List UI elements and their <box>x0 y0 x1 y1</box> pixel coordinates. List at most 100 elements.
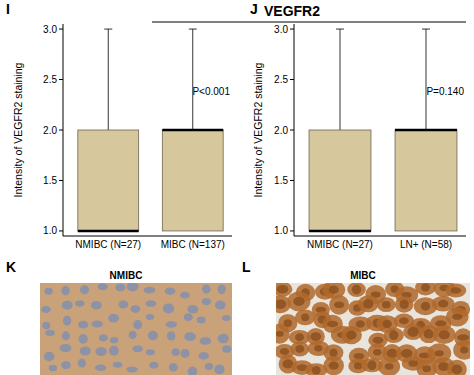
panel-letter: L <box>242 259 251 275</box>
nucleus <box>110 337 118 343</box>
nucleus <box>184 313 193 321</box>
nucleus <box>276 331 284 337</box>
nucleus <box>407 327 418 337</box>
nucleus <box>421 302 430 311</box>
nucleus <box>373 349 381 355</box>
cell <box>276 283 292 297</box>
box-chart: IIntensity of VEGFR2 staining1.01.52.02.… <box>6 1 232 250</box>
cell <box>453 340 470 360</box>
y-tick-label: 1.5 <box>43 175 57 186</box>
nucleus <box>62 301 73 310</box>
nucleus <box>329 286 339 294</box>
nucleus <box>422 365 431 372</box>
nucleus <box>172 348 180 356</box>
panel-letter: J <box>250 1 258 17</box>
cell <box>323 356 344 375</box>
box-chart: JIntensity of VEGFR2 staining1.01.52.02.… <box>250 1 466 250</box>
whisker-high <box>340 29 341 130</box>
nucleus <box>146 314 154 320</box>
nucleus <box>199 352 209 360</box>
y-tick-label: 2.0 <box>274 125 288 136</box>
nucleus <box>329 362 339 370</box>
micrograph <box>276 283 470 375</box>
nucleus <box>200 337 212 345</box>
y-tick-label: 1.0 <box>43 225 57 236</box>
y-tick <box>290 130 294 131</box>
nucleus <box>149 362 158 369</box>
nucleus <box>346 331 356 340</box>
box <box>395 130 457 231</box>
figure: VEGFR2IIntensity of VEGFR2 staining1.01.… <box>0 0 474 375</box>
nucleus <box>113 362 123 368</box>
whisker-cap-high <box>336 29 344 30</box>
plot-area <box>309 29 457 231</box>
nucleus <box>80 285 89 294</box>
y-tick <box>59 230 63 231</box>
cell <box>433 326 456 345</box>
plot-area <box>78 29 223 231</box>
nucleus <box>314 345 322 352</box>
nucleus <box>452 365 463 375</box>
nucleus <box>385 363 394 370</box>
nucleus <box>75 300 85 306</box>
whisker-cap-high <box>422 29 430 30</box>
nucleus <box>363 299 373 309</box>
cell <box>347 283 366 297</box>
cell <box>287 291 310 311</box>
nucleus <box>99 334 108 341</box>
y-tick <box>290 180 294 181</box>
y-tick <box>59 79 63 80</box>
nucleus <box>167 331 175 341</box>
nucleus <box>49 365 57 372</box>
nucleus <box>215 301 226 310</box>
y-tick-label: 2.0 <box>43 125 57 136</box>
y-tick-label: 2.5 <box>274 74 288 85</box>
cell <box>290 341 309 356</box>
cell <box>395 296 414 312</box>
y-tick-label: 3.0 <box>274 24 288 35</box>
nucleus <box>389 330 398 340</box>
y-tick <box>59 29 63 30</box>
nucleus <box>62 331 70 340</box>
median <box>309 230 371 233</box>
x-axis <box>294 236 466 237</box>
nucleus <box>133 320 142 329</box>
nucleus <box>276 299 286 308</box>
category-label: MIBC (N=137) <box>161 239 225 250</box>
nucleus <box>78 321 88 329</box>
nucleus <box>129 331 137 339</box>
nucleus <box>98 283 108 290</box>
nucleus <box>187 305 198 314</box>
nucleus <box>373 337 384 344</box>
nucleus <box>118 300 128 308</box>
nucleus <box>78 359 86 368</box>
nucleus <box>60 344 72 352</box>
nucleus <box>460 347 468 354</box>
nucleus <box>222 315 231 321</box>
nucleus <box>146 349 155 355</box>
nucleus <box>148 331 158 341</box>
nucleus <box>145 300 156 307</box>
median <box>395 129 457 132</box>
image-label: NMIBC <box>110 270 143 281</box>
nucleus <box>163 304 174 314</box>
y-tick-label: 1.5 <box>274 175 288 186</box>
box <box>78 130 139 231</box>
x-axis <box>63 236 232 237</box>
nucleus <box>354 353 365 360</box>
nucleus <box>41 306 51 313</box>
box <box>162 130 223 231</box>
nucleus <box>205 363 213 370</box>
category-label: NMIBC (N=27) <box>307 239 373 250</box>
median <box>78 230 139 233</box>
nucleus <box>166 321 177 328</box>
nucleus <box>95 365 107 371</box>
nucleus <box>382 301 391 308</box>
nucleus <box>399 317 409 324</box>
nucleus <box>438 300 448 308</box>
panel-letter: K <box>6 259 16 275</box>
nucleus <box>400 300 409 309</box>
whisker-high <box>192 29 193 130</box>
nucleus <box>95 347 107 356</box>
y-tick <box>59 180 63 181</box>
